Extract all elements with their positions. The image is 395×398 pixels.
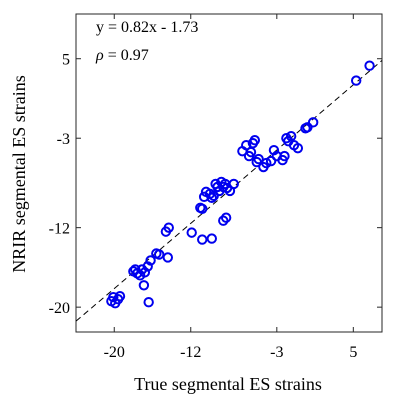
axis-ticks <box>76 14 382 332</box>
x-tick-label: 5 <box>349 344 357 361</box>
x-tick-label: -3 <box>270 344 283 361</box>
data-point <box>153 249 165 260</box>
data-point <box>292 142 304 154</box>
rho-annotation: ρ = 0.97 <box>95 47 149 64</box>
y-axis-label: NRIR segmental ES strains <box>9 75 29 272</box>
x-axis-label: True segmental ES strains <box>134 374 322 394</box>
data-point <box>206 233 217 244</box>
data-point <box>208 190 219 202</box>
data-point <box>261 157 272 169</box>
data-point <box>197 203 208 214</box>
data-point <box>220 212 232 223</box>
data-point <box>350 75 362 86</box>
data-point <box>218 215 229 226</box>
y-tick-label: -12 <box>49 221 70 238</box>
x-tick-label: -12 <box>180 344 201 361</box>
data-point <box>241 139 252 151</box>
data-point <box>114 291 126 302</box>
data-points <box>106 60 375 309</box>
data-point <box>253 153 264 165</box>
data-point <box>186 227 197 238</box>
plot-area <box>75 13 383 333</box>
rho-value: = 0.97 <box>104 47 149 64</box>
y-tick-label: 5 <box>62 52 70 69</box>
data-point <box>265 155 277 167</box>
rho-symbol: ρ <box>95 47 104 64</box>
y-tick-label: -3 <box>57 131 70 148</box>
data-point <box>249 135 261 146</box>
data-point <box>364 60 375 71</box>
data-point <box>163 222 174 233</box>
data-point <box>307 117 319 128</box>
data-point <box>302 122 313 133</box>
y-tick-label: -20 <box>49 300 70 317</box>
data-point <box>143 296 154 308</box>
data-point <box>279 150 290 162</box>
data-point <box>228 178 239 190</box>
x-tick-label: -20 <box>104 344 125 361</box>
data-point <box>285 131 297 142</box>
tick-labels: -20 -12 -3 5 5 -3 -12 -20 <box>49 52 358 361</box>
data-point <box>138 280 150 291</box>
data-point <box>162 252 174 263</box>
data-point <box>197 234 208 245</box>
equation-annotation: y = 0.82x - 1.73 <box>96 19 198 36</box>
data-point <box>108 292 119 303</box>
data-point <box>145 255 156 266</box>
data-point <box>206 192 217 204</box>
